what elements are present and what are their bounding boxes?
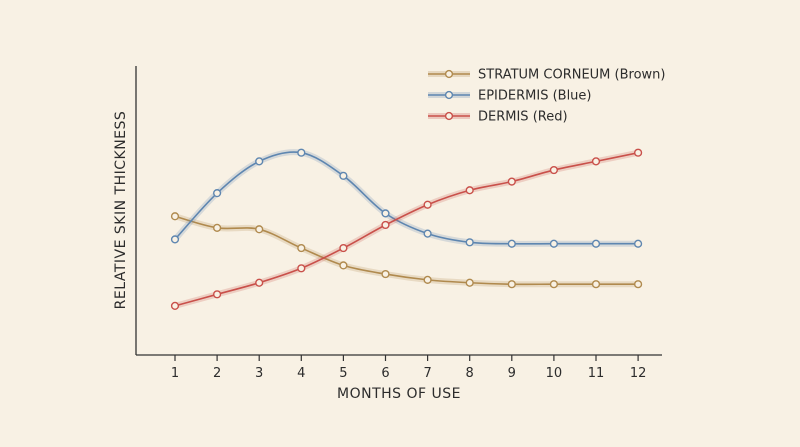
data-point <box>423 229 432 238</box>
data-point <box>381 209 390 218</box>
legend-swatch-marker <box>444 69 454 79</box>
series-layer <box>170 148 643 310</box>
series-1 <box>170 212 643 289</box>
data-point <box>549 280 559 289</box>
data-point <box>507 239 516 248</box>
x-tick-label: 2 <box>213 366 221 381</box>
data-point <box>423 275 432 284</box>
legend-label: EPIDERMIS (Blue) <box>478 89 592 104</box>
data-point <box>170 301 180 310</box>
data-point <box>381 269 390 279</box>
x-tick-label: 4 <box>297 366 305 381</box>
data-point <box>255 225 264 234</box>
data-point <box>549 239 559 248</box>
series-3 <box>170 148 643 310</box>
x-tick-label: 1 <box>171 366 179 381</box>
y-axis-title: RELATIVE SKIN THICKNESS <box>113 111 129 310</box>
data-point <box>213 290 222 299</box>
data-point <box>549 165 559 175</box>
data-point <box>591 280 601 289</box>
data-point <box>507 177 516 186</box>
data-point <box>213 189 222 198</box>
data-point <box>633 280 643 289</box>
x-tick-label: 11 <box>588 366 605 381</box>
x-axis-title: MONTHS OF USE <box>337 386 461 402</box>
legend-swatch-marker <box>444 90 454 100</box>
data-point <box>297 148 306 157</box>
data-point <box>591 157 601 166</box>
x-tick-label: 7 <box>423 366 431 381</box>
legend-label: STRATUM CORNEUM (Brown) <box>478 68 665 83</box>
data-point <box>339 243 348 253</box>
data-point <box>591 239 601 248</box>
data-point <box>381 220 390 230</box>
data-point <box>339 171 348 180</box>
legend-item: STRATUM CORNEUM (Brown) <box>428 68 665 83</box>
series-2 <box>170 148 643 248</box>
x-tick-label: 12 <box>630 366 647 381</box>
data-point <box>423 200 432 209</box>
data-point <box>255 157 264 166</box>
data-point <box>465 238 474 247</box>
data-point <box>633 239 643 248</box>
x-tick-label: 9 <box>508 366 516 381</box>
data-point <box>633 148 643 157</box>
legend-item: DERMIS (Red) <box>428 110 568 125</box>
legend: STRATUM CORNEUM (Brown) EPIDERMIS (Blue) D… <box>428 68 665 125</box>
x-tick-label: 6 <box>381 366 389 381</box>
data-point <box>297 264 306 273</box>
x-tick-label: 3 <box>255 366 263 381</box>
data-point <box>170 235 180 244</box>
legend-swatch-marker <box>444 111 454 121</box>
legend-label: DERMIS (Red) <box>478 110 568 125</box>
data-point <box>339 261 348 270</box>
x-tick-label: 5 <box>339 366 347 381</box>
data-point <box>297 243 306 253</box>
x-ticks: 1 2 3 4 5 6 7 8 9 10 11 12 <box>171 355 647 381</box>
legend-item: EPIDERMIS (Blue) <box>428 89 592 104</box>
data-point <box>465 278 474 287</box>
data-point <box>255 278 264 287</box>
data-point <box>213 223 222 232</box>
data-point <box>465 186 474 195</box>
data-point <box>170 212 180 221</box>
data-point <box>507 280 516 289</box>
x-tick-label: 8 <box>466 366 474 381</box>
x-tick-label: 10 <box>546 366 563 381</box>
axes <box>135 66 662 356</box>
